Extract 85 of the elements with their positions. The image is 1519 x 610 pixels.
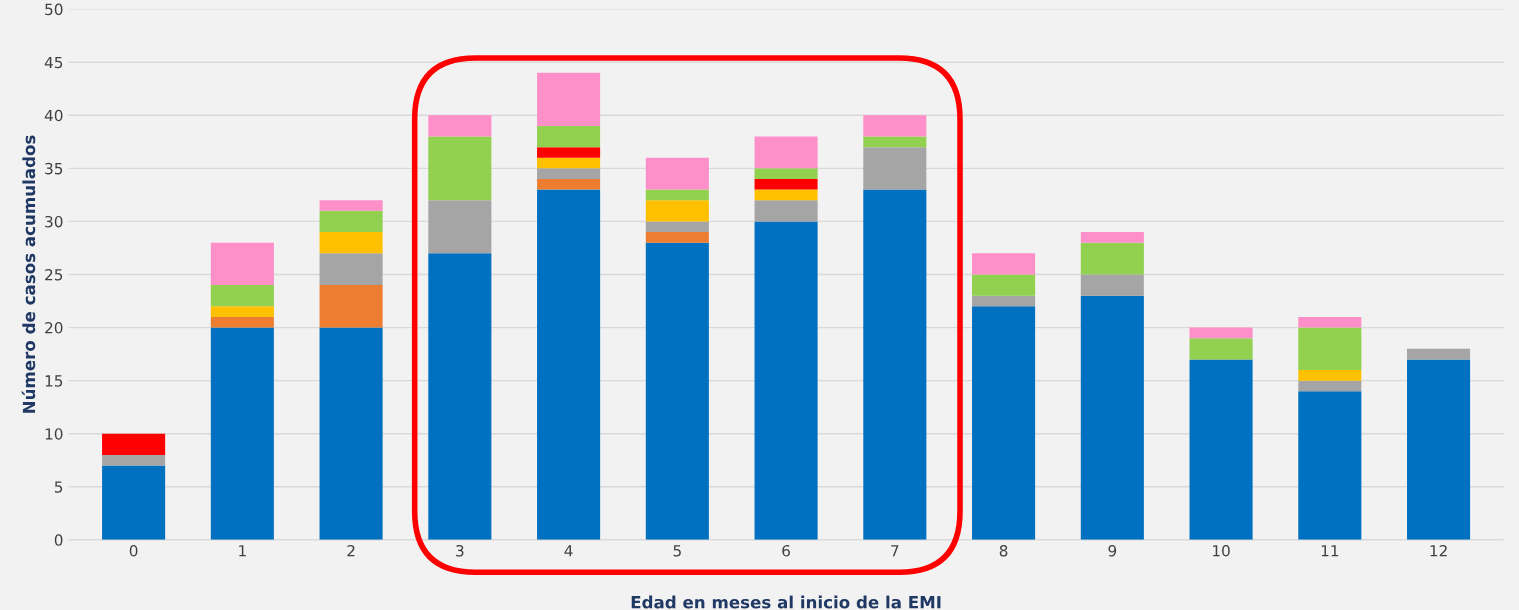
bar: [319, 200, 383, 211]
bar: [1080, 232, 1144, 243]
bar: [645, 242, 709, 540]
bar: [1407, 348, 1471, 360]
bar: [319, 232, 383, 254]
y-tick-label: 20: [45, 322, 63, 334]
x-tick-label: 6: [782, 544, 790, 557]
bar: [210, 306, 274, 317]
bar: [319, 327, 383, 540]
bar: [1189, 338, 1253, 360]
x-tick-label: 5: [673, 545, 681, 557]
bar: [210, 285, 274, 307]
bar: [1298, 391, 1362, 540]
bar: [102, 465, 166, 540]
bar: [863, 147, 927, 190]
bar: [1189, 359, 1253, 540]
y-tick-label: 10: [45, 428, 63, 440]
bar: [645, 221, 709, 233]
x-tick-label: 2: [347, 544, 355, 557]
bar: [319, 210, 383, 233]
x-tick-label: 3: [456, 544, 464, 557]
y-tick-label: 35: [45, 162, 63, 175]
y-tick-label: 25: [45, 268, 63, 281]
bar: [102, 454, 166, 466]
bar: [319, 253, 383, 286]
bar: [972, 295, 1036, 307]
bar: [754, 221, 818, 540]
bar: [972, 274, 1036, 296]
bar: [210, 327, 274, 540]
bar: [863, 136, 927, 148]
x-tick-label: 10: [1213, 544, 1230, 557]
y-tick-label: 40: [44, 109, 63, 122]
bar: [537, 168, 601, 179]
bar: [754, 200, 818, 222]
bar: [428, 115, 492, 137]
bar: [1298, 327, 1362, 371]
y-tick-label: 5: [54, 481, 63, 493]
bar: [1298, 370, 1362, 381]
bar: [319, 285, 383, 328]
bar: [537, 125, 601, 148]
bar: [1189, 327, 1253, 339]
bar: [537, 147, 601, 158]
x-tick-label: 1: [239, 545, 246, 557]
x-tick-label: 0: [129, 544, 138, 557]
y-axis-title: Número de casos acumulados: [21, 135, 36, 413]
bar: [1080, 295, 1144, 540]
y-tick-label: 30: [45, 215, 63, 228]
bar: [972, 306, 1036, 540]
y-tick-label: 0: [54, 534, 63, 546]
bar: [645, 232, 709, 243]
bar: [210, 316, 274, 328]
x-axis-title: Edad en meses al inicio de la EMI: [631, 595, 941, 609]
bar: [428, 200, 492, 254]
bar: [645, 189, 709, 201]
bar: [754, 168, 818, 179]
bar: [754, 189, 818, 201]
bar: [645, 200, 709, 222]
bar: [863, 115, 927, 137]
x-tick-label: 11: [1321, 545, 1339, 557]
bar: [863, 189, 927, 540]
bar: [1407, 359, 1471, 540]
bar: [537, 178, 601, 190]
y-tick-label: 50: [45, 3, 63, 16]
bar: [972, 253, 1036, 275]
bar: [537, 157, 601, 169]
bar: [754, 178, 818, 190]
bar: [210, 242, 274, 286]
bar: [428, 253, 492, 540]
bar: [537, 72, 601, 126]
bar: [428, 136, 492, 201]
bar: [754, 136, 818, 169]
x-tick-label: 8: [999, 544, 1008, 557]
bar: [1298, 316, 1362, 328]
x-tick-label: 12: [1430, 544, 1447, 557]
bar: [102, 433, 166, 455]
x-tick-label: 4: [564, 545, 573, 557]
bar: [1080, 274, 1144, 296]
bar: [1080, 242, 1144, 275]
bar: [1298, 380, 1362, 392]
x-tick-label: 9: [1108, 544, 1117, 557]
y-tick-label: 15: [45, 375, 63, 387]
bar: [537, 189, 601, 540]
y-tick-label: 45: [44, 56, 63, 69]
x-tick-label: 7: [891, 545, 899, 557]
bar: [645, 157, 709, 190]
